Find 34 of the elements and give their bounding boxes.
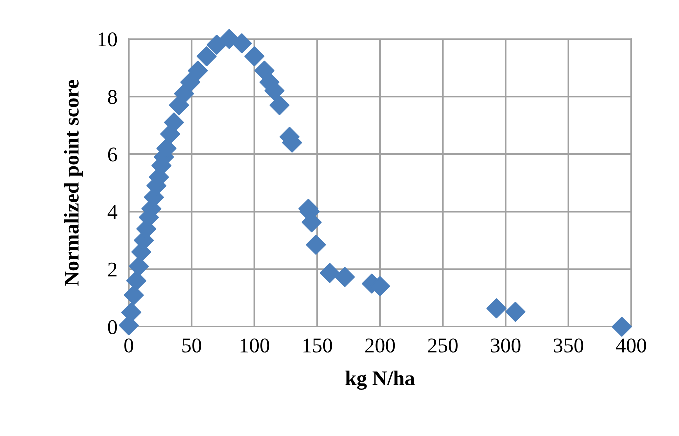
x-tick-label: 250	[428, 338, 458, 353]
x-tick-label: 350	[554, 338, 584, 353]
x-tick-label: 50	[182, 338, 202, 353]
point	[188, 60, 208, 81]
point	[335, 267, 356, 288]
y-tick-label: 6	[108, 148, 118, 162]
point	[612, 316, 632, 338]
x-tick-label: 400	[616, 338, 646, 353]
point	[232, 34, 252, 54]
y-tick-label: 4	[108, 205, 118, 220]
x-tick-label: 0	[124, 338, 134, 353]
point	[126, 270, 147, 291]
y-tick-label: 0	[108, 320, 118, 334]
point	[270, 95, 290, 116]
x-tick-label: 300	[491, 338, 521, 353]
x-tick-label: 200	[366, 338, 396, 353]
y-tick-label: 8	[108, 90, 118, 104]
y-tick-label: 2	[108, 262, 117, 277]
point	[320, 263, 340, 284]
y-axis-title: Normalized point score	[64, 80, 84, 286]
y-tick-label: 10	[98, 32, 118, 47]
point	[244, 46, 265, 67]
point	[206, 34, 227, 56]
point	[219, 29, 240, 50]
x-axis-title: kg N/ha	[346, 370, 415, 390]
x-tick-label: 100	[240, 338, 270, 353]
point	[486, 298, 507, 319]
point	[180, 72, 201, 92]
x-tick-label: 150	[304, 338, 332, 353]
point	[129, 256, 150, 277]
point	[506, 302, 526, 322]
point	[196, 46, 217, 67]
point	[124, 285, 144, 306]
point	[306, 234, 326, 255]
